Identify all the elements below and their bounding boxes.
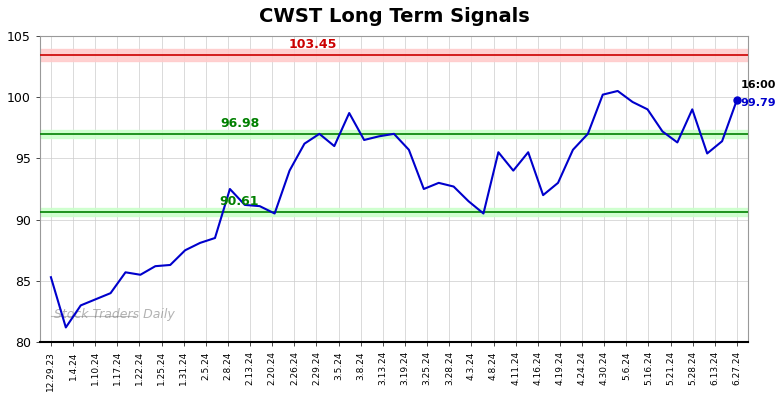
Bar — [40, 208, 748, 217]
Bar — [40, 130, 748, 139]
Text: Stock Traders Daily: Stock Traders Daily — [54, 308, 175, 321]
Text: 90.61: 90.61 — [220, 195, 260, 209]
Text: 16:00: 16:00 — [740, 80, 775, 90]
Text: 103.45: 103.45 — [289, 38, 337, 51]
Text: 96.98: 96.98 — [220, 117, 260, 131]
Title: CWST Long Term Signals: CWST Long Term Signals — [259, 7, 529, 26]
Bar — [40, 49, 748, 61]
Text: 99.79: 99.79 — [740, 98, 776, 108]
